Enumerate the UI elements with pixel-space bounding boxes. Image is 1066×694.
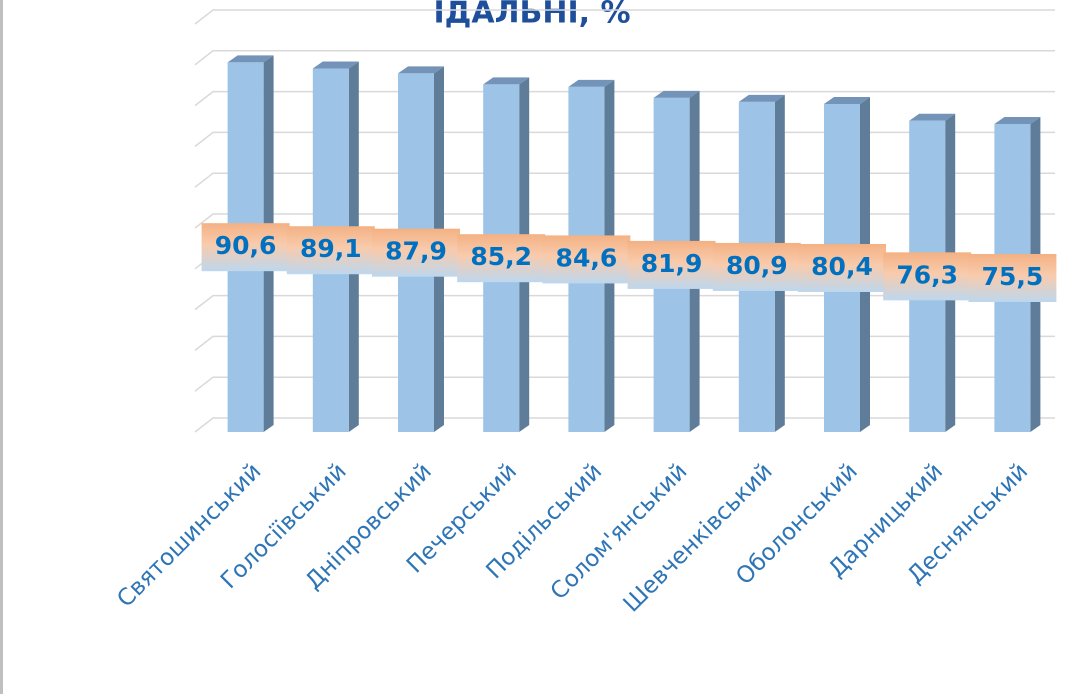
value-label-box [712, 242, 801, 291]
frame-edge [0, 0, 3, 694]
bar-top [398, 66, 444, 74]
value-label-box [372, 228, 460, 277]
value-label-box [286, 226, 375, 275]
value-label: 80,9 [726, 251, 788, 280]
grid-line [194, 90, 1055, 107]
value-label: 85,2 [470, 242, 532, 271]
grid-line [194, 9, 1055, 25]
x-tick-label: Святошинський [112, 458, 266, 612]
value-label-box [798, 243, 886, 292]
value-label-box [627, 240, 716, 289]
value-label-box [542, 235, 631, 284]
bar-top [909, 113, 956, 121]
bar-top [227, 55, 274, 63]
value-label: 87,9 [385, 237, 447, 266]
bar-top [483, 77, 530, 85]
bar-top [312, 61, 359, 69]
bar-top [994, 116, 1041, 124]
bar-top [653, 90, 700, 98]
value-label: 75,5 [982, 262, 1044, 291]
value-label-box [201, 223, 290, 272]
grid-line [194, 50, 1055, 66]
value-label: 89,1 [300, 234, 362, 263]
value-label: 80,4 [811, 252, 873, 281]
bar-top [824, 96, 870, 104]
value-label: 84,6 [556, 243, 618, 272]
value-label-box [968, 253, 1057, 302]
value-label: 76,3 [896, 260, 958, 289]
value-label: 81,9 [641, 249, 703, 278]
chart-title: ІДАЛЬНІ, % [433, 0, 630, 31]
value-label: 90,6 [215, 231, 277, 260]
bar-top [568, 79, 615, 87]
bar-top [738, 94, 785, 102]
x-tick-label: Шевченківський [619, 458, 778, 617]
value-label-box [457, 234, 546, 283]
value-label-box [883, 252, 972, 301]
